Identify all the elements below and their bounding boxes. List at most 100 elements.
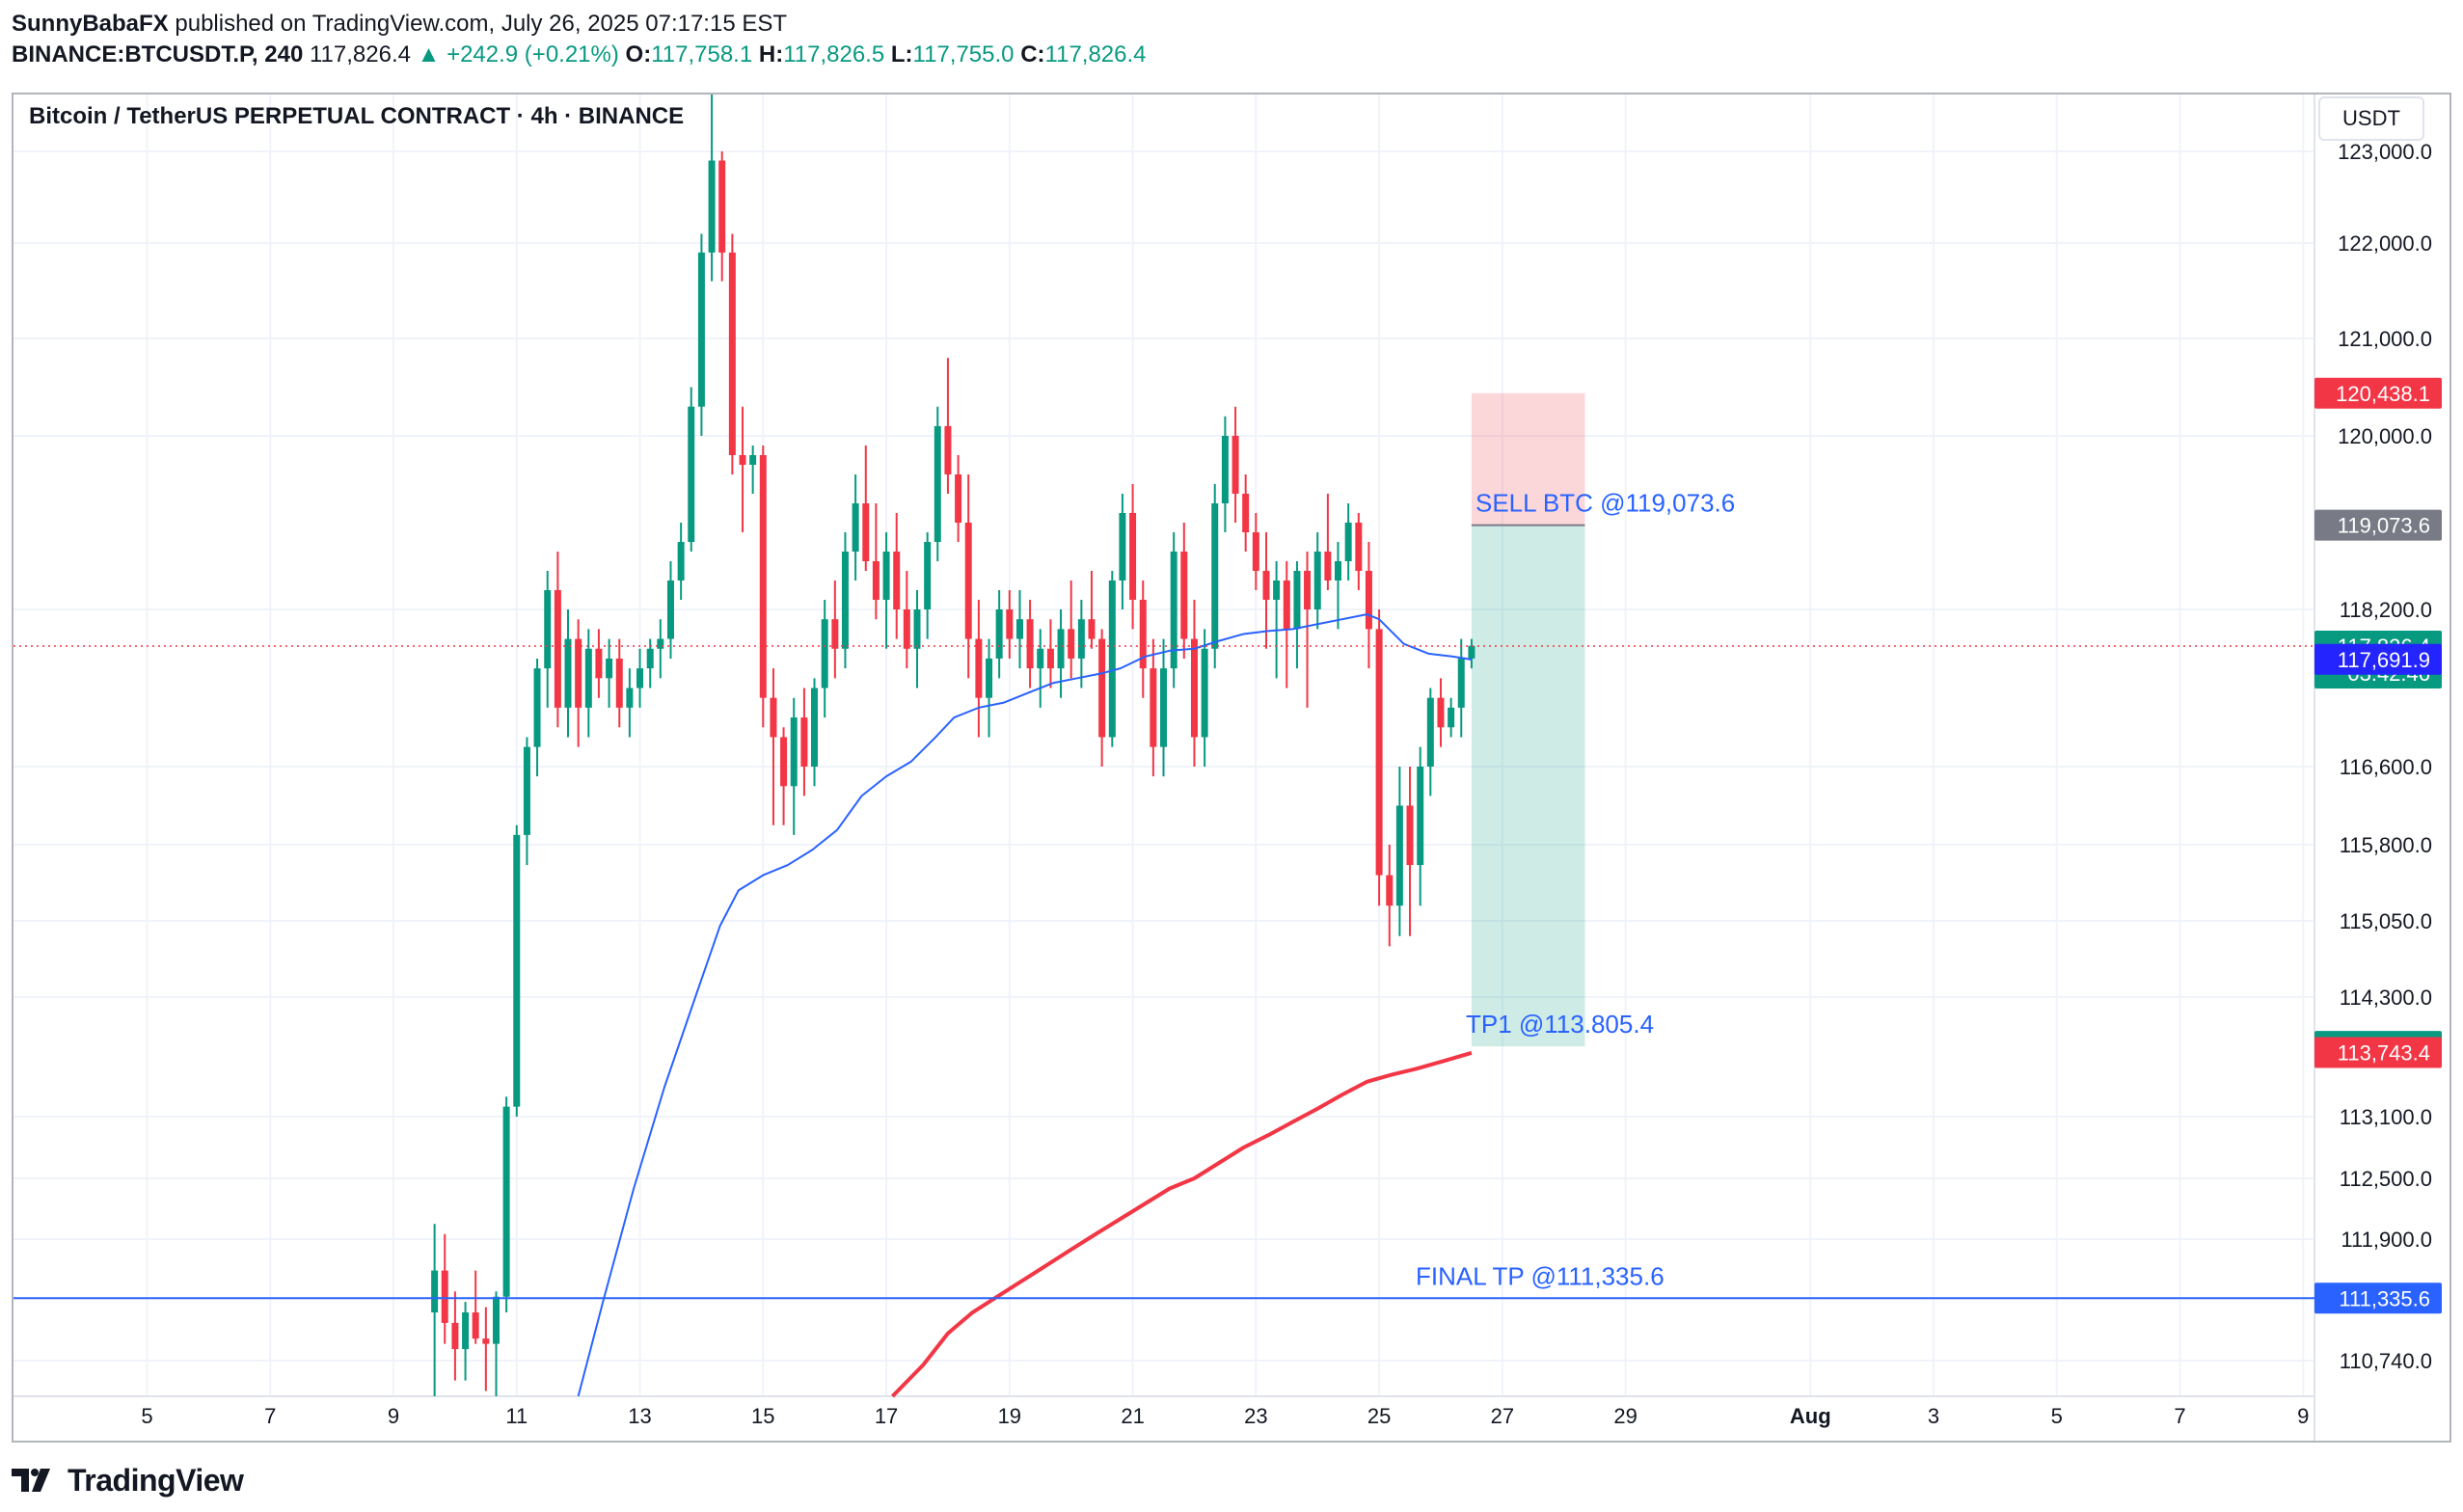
candle-body: [564, 638, 572, 708]
candle-up: [821, 600, 828, 718]
candle-down: [1324, 494, 1332, 590]
candle-down: [944, 358, 952, 494]
grid: [14, 94, 2315, 1441]
price-tick-label: 122,000.0: [2338, 231, 2432, 256]
close-label: C:: [1020, 41, 1045, 68]
candle-down: [862, 446, 870, 571]
candle-up: [749, 446, 757, 494]
candle-down: [1139, 580, 1147, 698]
candle-up: [502, 1096, 510, 1313]
short-position-tool[interactable]: [1471, 392, 1585, 1047]
candle-body: [995, 609, 1003, 659]
price-labels: 120,438.1119,073.6117,826.403:42:46117,6…: [2314, 377, 2442, 1314]
candle-down: [770, 668, 777, 825]
candle-down: [595, 629, 603, 698]
candle-body: [1273, 580, 1281, 600]
candle-body: [739, 455, 746, 465]
candle-up: [626, 668, 634, 738]
candle-body: [841, 552, 849, 649]
final-tp-line[interactable]: [14, 645, 2314, 1300]
candle-body: [1448, 707, 1455, 728]
candle-body: [1180, 552, 1188, 639]
candle-body: [502, 1106, 510, 1297]
candle-body: [1170, 552, 1177, 669]
candle-down: [1098, 629, 1106, 767]
candle-body: [688, 406, 695, 542]
candle-down: [1304, 552, 1312, 708]
candle-up: [924, 532, 932, 639]
candle-down: [1386, 845, 1394, 947]
candle-body: [482, 1338, 490, 1344]
candle-body: [1232, 436, 1239, 494]
candle-up: [1395, 767, 1403, 936]
price-change: ▲ +242.9 (+0.21%): [417, 41, 619, 68]
price-tick-label: 114,300.0: [2340, 986, 2432, 1010]
candle-body: [1201, 648, 1208, 738]
candle-body: [1437, 697, 1445, 728]
candle-up: [811, 678, 819, 787]
price-label-text: 111,335.6: [2339, 1286, 2430, 1310]
time-axis[interactable]: 5 7 9 11 13 15 17 19 21 23 25 27 29 Aug 3 5 7 9: [141, 1404, 2309, 1428]
time-tick-label: 27: [1491, 1404, 1514, 1428]
candle-body: [1313, 552, 1321, 609]
candle-body: [1057, 629, 1065, 669]
high-value: 117,826.5: [783, 41, 885, 68]
candle-body: [852, 503, 859, 552]
candle-body: [831, 619, 839, 649]
candle-body: [666, 580, 674, 639]
candle-body: [1129, 513, 1137, 600]
time-tick-label: 15: [751, 1404, 774, 1428]
candle-body: [882, 552, 890, 600]
candle-down: [1129, 484, 1137, 630]
time-tick-label: 9: [388, 1404, 399, 1428]
candle-down: [554, 552, 561, 728]
price-label-text: 117,691.9: [2338, 648, 2430, 672]
candle-body: [1088, 619, 1096, 639]
tradingview-logo: TradingView: [12, 1458, 244, 1502]
price-label-bg: [2314, 377, 2442, 409]
price-tick-label: 113,100.0: [2340, 1105, 2432, 1129]
candle-body: [544, 590, 552, 669]
candle-body: [749, 455, 757, 465]
price-axis[interactable]: 123,000.0 122,000.0 121,000.0 120,000.0 118,…: [2338, 140, 2432, 1373]
price-tick-label: 110,740.0: [2340, 1349, 2432, 1373]
time-tick-label: Aug: [1790, 1404, 1831, 1428]
currency-button[interactable]: USDT: [2318, 96, 2424, 141]
candle-body: [1006, 609, 1014, 639]
price-label-ma_long: 113,743.4: [2314, 1037, 2442, 1068]
time-tick-label: 7: [264, 1404, 276, 1428]
candle-body: [462, 1312, 470, 1350]
ma-short-line: [577, 613, 1473, 1397]
stop-zone[interactable]: [1471, 392, 1585, 526]
candle-body: [964, 523, 972, 639]
price-label-final_tp: 111,335.6: [2314, 1282, 2442, 1314]
candle-body: [821, 619, 828, 688]
candle-down: [831, 580, 839, 679]
ma-short-path: [577, 613, 1473, 1397]
candle-body: [893, 552, 901, 609]
target-zone[interactable]: [1471, 525, 1585, 1047]
candle-body: [975, 638, 983, 698]
ma-long-line: [891, 1050, 1473, 1398]
candle-up: [1448, 697, 1455, 738]
author-name: SunnyBabaFX: [12, 11, 169, 37]
candle-body: [780, 737, 788, 787]
candle-down: [739, 406, 746, 532]
candle-down: [872, 503, 880, 620]
candle-up: [1211, 484, 1219, 669]
time-tick-label: 7: [2174, 1404, 2185, 1428]
time-tick-label: 3: [1928, 1404, 1939, 1428]
candle-up: [1344, 503, 1352, 580]
candle-up: [666, 561, 674, 659]
candle-up: [1037, 629, 1044, 708]
candle-down: [1150, 638, 1157, 777]
candle-up: [913, 590, 921, 688]
candle-down: [1355, 513, 1363, 590]
candle-body: [441, 1270, 448, 1323]
candle-up: [646, 638, 654, 688]
candle-up: [1077, 600, 1085, 688]
candle-down: [1406, 767, 1414, 936]
price-tick-label: 120,000.0: [2338, 424, 2432, 448]
symbol-label: BINANCE:BTCUSDT.P, 240: [12, 41, 304, 68]
